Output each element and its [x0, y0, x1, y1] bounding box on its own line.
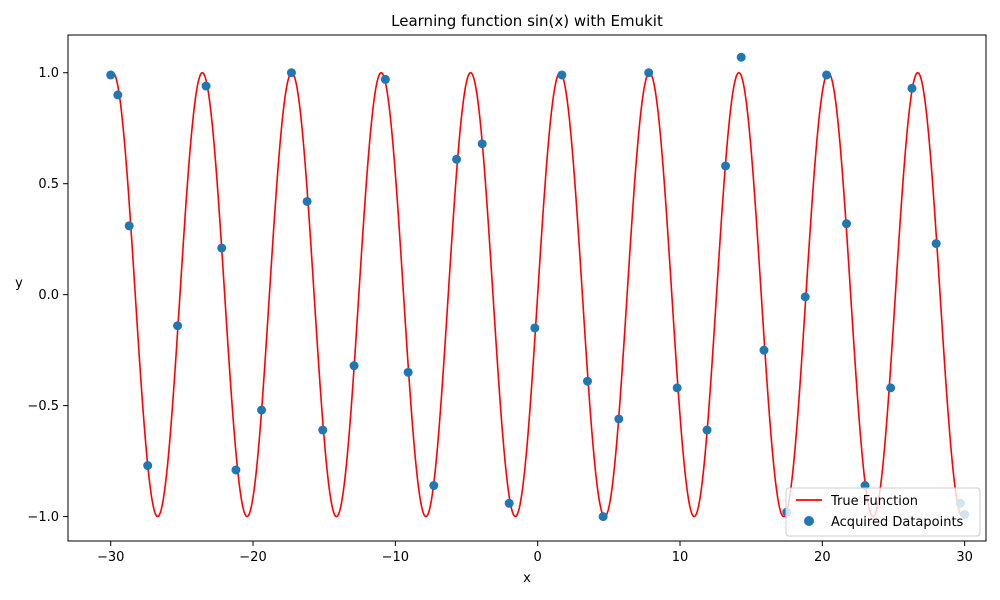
x-tick-label: 0 — [534, 550, 542, 565]
acquired-datapoint — [721, 161, 731, 171]
y-tick-label: 0.5 — [38, 177, 59, 192]
y-axis-label: y — [15, 276, 23, 291]
y-tick-label: −1.0 — [27, 510, 59, 525]
acquired-datapoint — [113, 90, 123, 100]
acquired-datapoint — [452, 154, 462, 164]
acquired-datapoint — [736, 52, 746, 62]
acquired-datapoint — [907, 83, 917, 93]
acquired-datapoint — [886, 383, 896, 393]
x-tick-label: −10 — [382, 550, 409, 565]
acquired-datapoint — [530, 323, 540, 333]
y-axis: −1.0 −0.5 0.0 0.5 1.0 — [27, 66, 68, 525]
legend-label-true-function: True Function — [830, 494, 918, 509]
acquired-datapoint — [318, 425, 328, 435]
acquired-datapoint — [173, 321, 183, 331]
chart-title: Learning function sin(x) with Emukit — [391, 12, 663, 30]
datapoints-layer — [106, 52, 970, 522]
acquired-datapoint — [477, 139, 487, 149]
legend: True Function Acquired Datapoints — [785, 487, 981, 537]
acquired-datapoint — [201, 81, 211, 91]
acquired-datapoint — [302, 196, 312, 206]
plot-frame — [67, 34, 987, 542]
x-tick-label: 20 — [814, 550, 831, 565]
true-function-layer — [109, 71, 966, 518]
acquired-datapoint — [759, 345, 769, 355]
acquired-datapoint — [931, 239, 941, 249]
acquired-datapoint — [124, 221, 134, 231]
acquired-datapoint — [557, 70, 567, 80]
y-tick-label: 1.0 — [38, 66, 59, 81]
acquired-datapoint — [842, 219, 852, 229]
x-axis-label: x — [523, 571, 531, 586]
legend-box — [785, 487, 981, 537]
x-tick-label: −30 — [97, 550, 124, 565]
acquired-datapoint — [598, 512, 608, 522]
plot-area — [67, 34, 987, 542]
acquired-datapoint — [217, 243, 227, 253]
acquired-datapoint — [702, 425, 712, 435]
acquired-datapoint — [286, 68, 296, 78]
legend-label-datapoints: Acquired Datapoints — [831, 515, 964, 530]
x-axis: −30 −20 −10 0 10 20 30 — [97, 541, 973, 565]
acquired-datapoint — [822, 70, 832, 80]
y-tick-label: 0.0 — [38, 288, 59, 303]
acquired-datapoint — [403, 367, 413, 377]
acquired-datapoint — [257, 405, 267, 415]
acquired-datapoint — [380, 74, 390, 84]
acquired-datapoint — [143, 461, 153, 471]
y-tick-label: −0.5 — [27, 399, 59, 414]
legend-marker-swatch — [804, 516, 814, 526]
acquired-datapoint — [231, 465, 241, 475]
x-tick-label: 10 — [672, 550, 689, 565]
x-tick-label: 30 — [956, 550, 973, 565]
true-function-line — [109, 71, 966, 518]
acquired-datapoint — [614, 414, 624, 424]
acquired-datapoint — [429, 481, 439, 491]
acquired-datapoint — [644, 68, 654, 78]
acquired-datapoint — [672, 383, 682, 393]
acquired-datapoint — [106, 70, 116, 80]
x-tick-label: −20 — [239, 550, 266, 565]
acquired-datapoint — [582, 376, 592, 386]
acquired-datapoint — [349, 361, 359, 371]
acquired-datapoint — [800, 292, 810, 302]
acquired-datapoint — [504, 498, 514, 508]
